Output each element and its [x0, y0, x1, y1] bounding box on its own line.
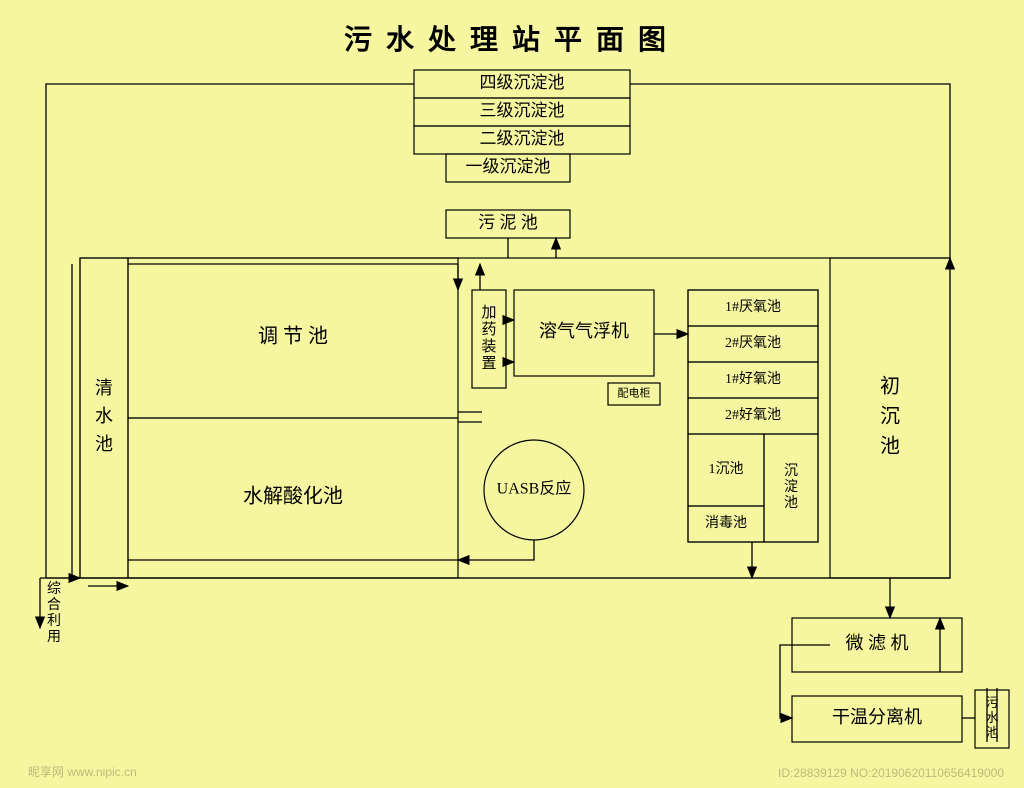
sedtk-label: 沉	[784, 463, 798, 479]
diagram-canvas: 四级沉淀池三级沉淀池二级沉淀池一级沉淀池污 泥 池清水池调 节 池水解酸化池初沉…	[0, 0, 1024, 788]
sedtk-label: 池	[784, 495, 798, 511]
init-label: 沉	[880, 405, 900, 428]
sed2-label: 二级沉淀池	[480, 129, 565, 148]
sed4-label: 四级沉淀池	[480, 73, 565, 92]
watermark-left: 昵享网 www.nipic.cn	[28, 763, 137, 780]
ae2-label: 2#好氧池	[725, 407, 781, 423]
init-label: 池	[880, 435, 900, 458]
dose-label: 加	[481, 304, 496, 321]
isink-label: 1沉池	[709, 461, 744, 477]
dose-label: 置	[481, 356, 496, 372]
adjust-label: 调 节 池	[258, 325, 328, 348]
flow-arrow	[630, 84, 950, 258]
sludge-label: 污 泥 池	[478, 213, 538, 232]
drysep-label: 干温分离机	[832, 707, 922, 727]
an2-label: 2#厌氧池	[725, 335, 781, 351]
reuse-label: 合	[47, 597, 61, 613]
clear-label: 清	[95, 378, 113, 398]
daf-label: 溶气气浮机	[539, 321, 629, 341]
clear-label: 池	[95, 434, 113, 454]
flow-arrow	[46, 84, 414, 578]
watermark-right: ID:28839129 NO:20190620110656419000	[778, 766, 1004, 780]
an1-label: 1#厌氧池	[725, 299, 781, 315]
reuse-label: 利	[47, 613, 61, 629]
reuse-label: 综	[47, 581, 61, 597]
dose-label: 装	[481, 338, 496, 355]
disinf-label: 消毒池	[705, 515, 747, 531]
micro-label: 微 滤 机	[846, 633, 909, 653]
clear-label: 水	[95, 406, 113, 426]
flow-arrow	[458, 540, 534, 560]
uasb-label: UASB反应	[497, 479, 572, 498]
init-label: 初	[880, 375, 900, 398]
ae1-label: 1#好氧池	[725, 371, 781, 387]
dose-label: 药	[481, 321, 496, 338]
hydro-label: 水解酸化池	[243, 485, 343, 508]
sed3-label: 三级沉淀池	[480, 101, 565, 120]
reuse-label: 用	[47, 630, 61, 645]
sed1-label: 一级沉淀池	[466, 157, 551, 176]
panel-label: 配电柜	[618, 387, 651, 400]
flow-arrow	[780, 645, 792, 718]
sedtk-label: 淀	[784, 479, 798, 495]
